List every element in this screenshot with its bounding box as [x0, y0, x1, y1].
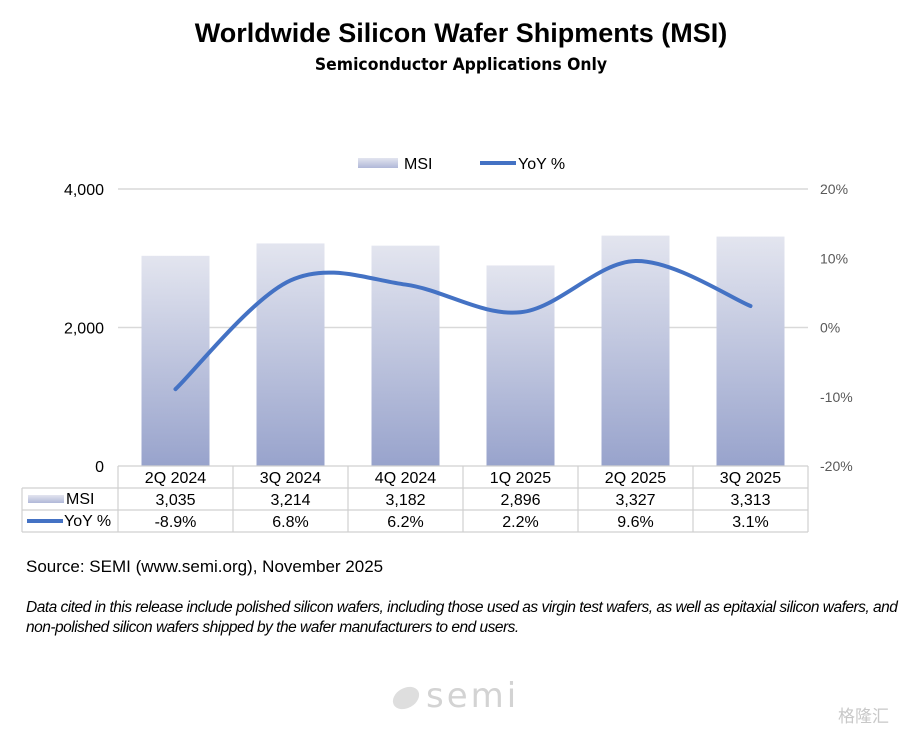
source-text: Source: SEMI (www.semi.org), November 20… [26, 557, 384, 576]
table-yoy-value: 6.8% [272, 514, 308, 531]
legend-msi-label: MSI [404, 156, 432, 173]
x-category-label: 1Q 2025 [490, 470, 551, 487]
chart-title: Worldwide Silicon Wafer Shipments (MSI) [194, 18, 728, 48]
chart-subtitle: Semiconductor Applications Only [314, 55, 608, 75]
semi-swoosh-icon [388, 681, 424, 714]
y-right-tick-label: 20% [820, 181, 848, 197]
table-msi-value: 3,182 [385, 492, 425, 509]
legend-msi-swatch [358, 158, 398, 168]
table-msi-value: 2,896 [500, 492, 540, 509]
yoy-line [173, 259, 753, 392]
bar-msi [716, 236, 785, 466]
bar-msi [486, 265, 555, 466]
table-msi-header: MSI [66, 491, 94, 508]
table-yoy-value: -8.9% [155, 514, 197, 531]
bar-msi [256, 243, 325, 466]
table-msi-value: 3,313 [730, 492, 770, 509]
chart-area: 0 2,000 4,000 -20% -10% 0% 10% 20% MSI YoY % 2Q… [21, 156, 853, 533]
y-left-tick-label: 4,000 [64, 182, 104, 199]
y-right-tick-label: 0% [820, 320, 840, 336]
x-category-label: 3Q 2024 [260, 470, 321, 487]
legend-yoy-label: YoY % [518, 156, 565, 173]
table-yoy-value: 6.2% [387, 514, 423, 531]
table-msi-value: 3,327 [615, 492, 655, 509]
x-category-label: 4Q 2024 [375, 470, 436, 487]
y-left-tick-label: 0 [95, 459, 104, 476]
table-msi-value: 3,214 [270, 492, 310, 509]
x-category-label: 2Q 2024 [145, 470, 206, 487]
table-msi-value: 3,035 [155, 492, 195, 509]
bar-msi [141, 255, 210, 466]
x-category-label: 3Q 2025 [720, 470, 781, 487]
table-yoy-value: 2.2% [502, 514, 538, 531]
table-yoy-value: 3.1% [732, 514, 768, 531]
legend: MSI YoY % [358, 156, 565, 173]
watermark: 格隆汇 [838, 707, 889, 726]
y-right-tick-label: -20% [820, 458, 853, 474]
y-right-tick-label: -10% [820, 389, 853, 405]
logo-text: semi [426, 676, 520, 716]
y-left-tick-label: 2,000 [64, 321, 104, 338]
y-right-tick-label: 10% [820, 250, 848, 266]
x-category-label: 2Q 2025 [605, 470, 666, 487]
semi-logo: semi [388, 676, 520, 716]
table-msi-swatch [28, 495, 64, 503]
footnote: Data cited in this release include polis… [26, 599, 898, 636]
table-yoy-value: 9.6% [617, 514, 653, 531]
table-yoy-header: YoY % [64, 513, 111, 530]
bar-msi [601, 235, 670, 466]
